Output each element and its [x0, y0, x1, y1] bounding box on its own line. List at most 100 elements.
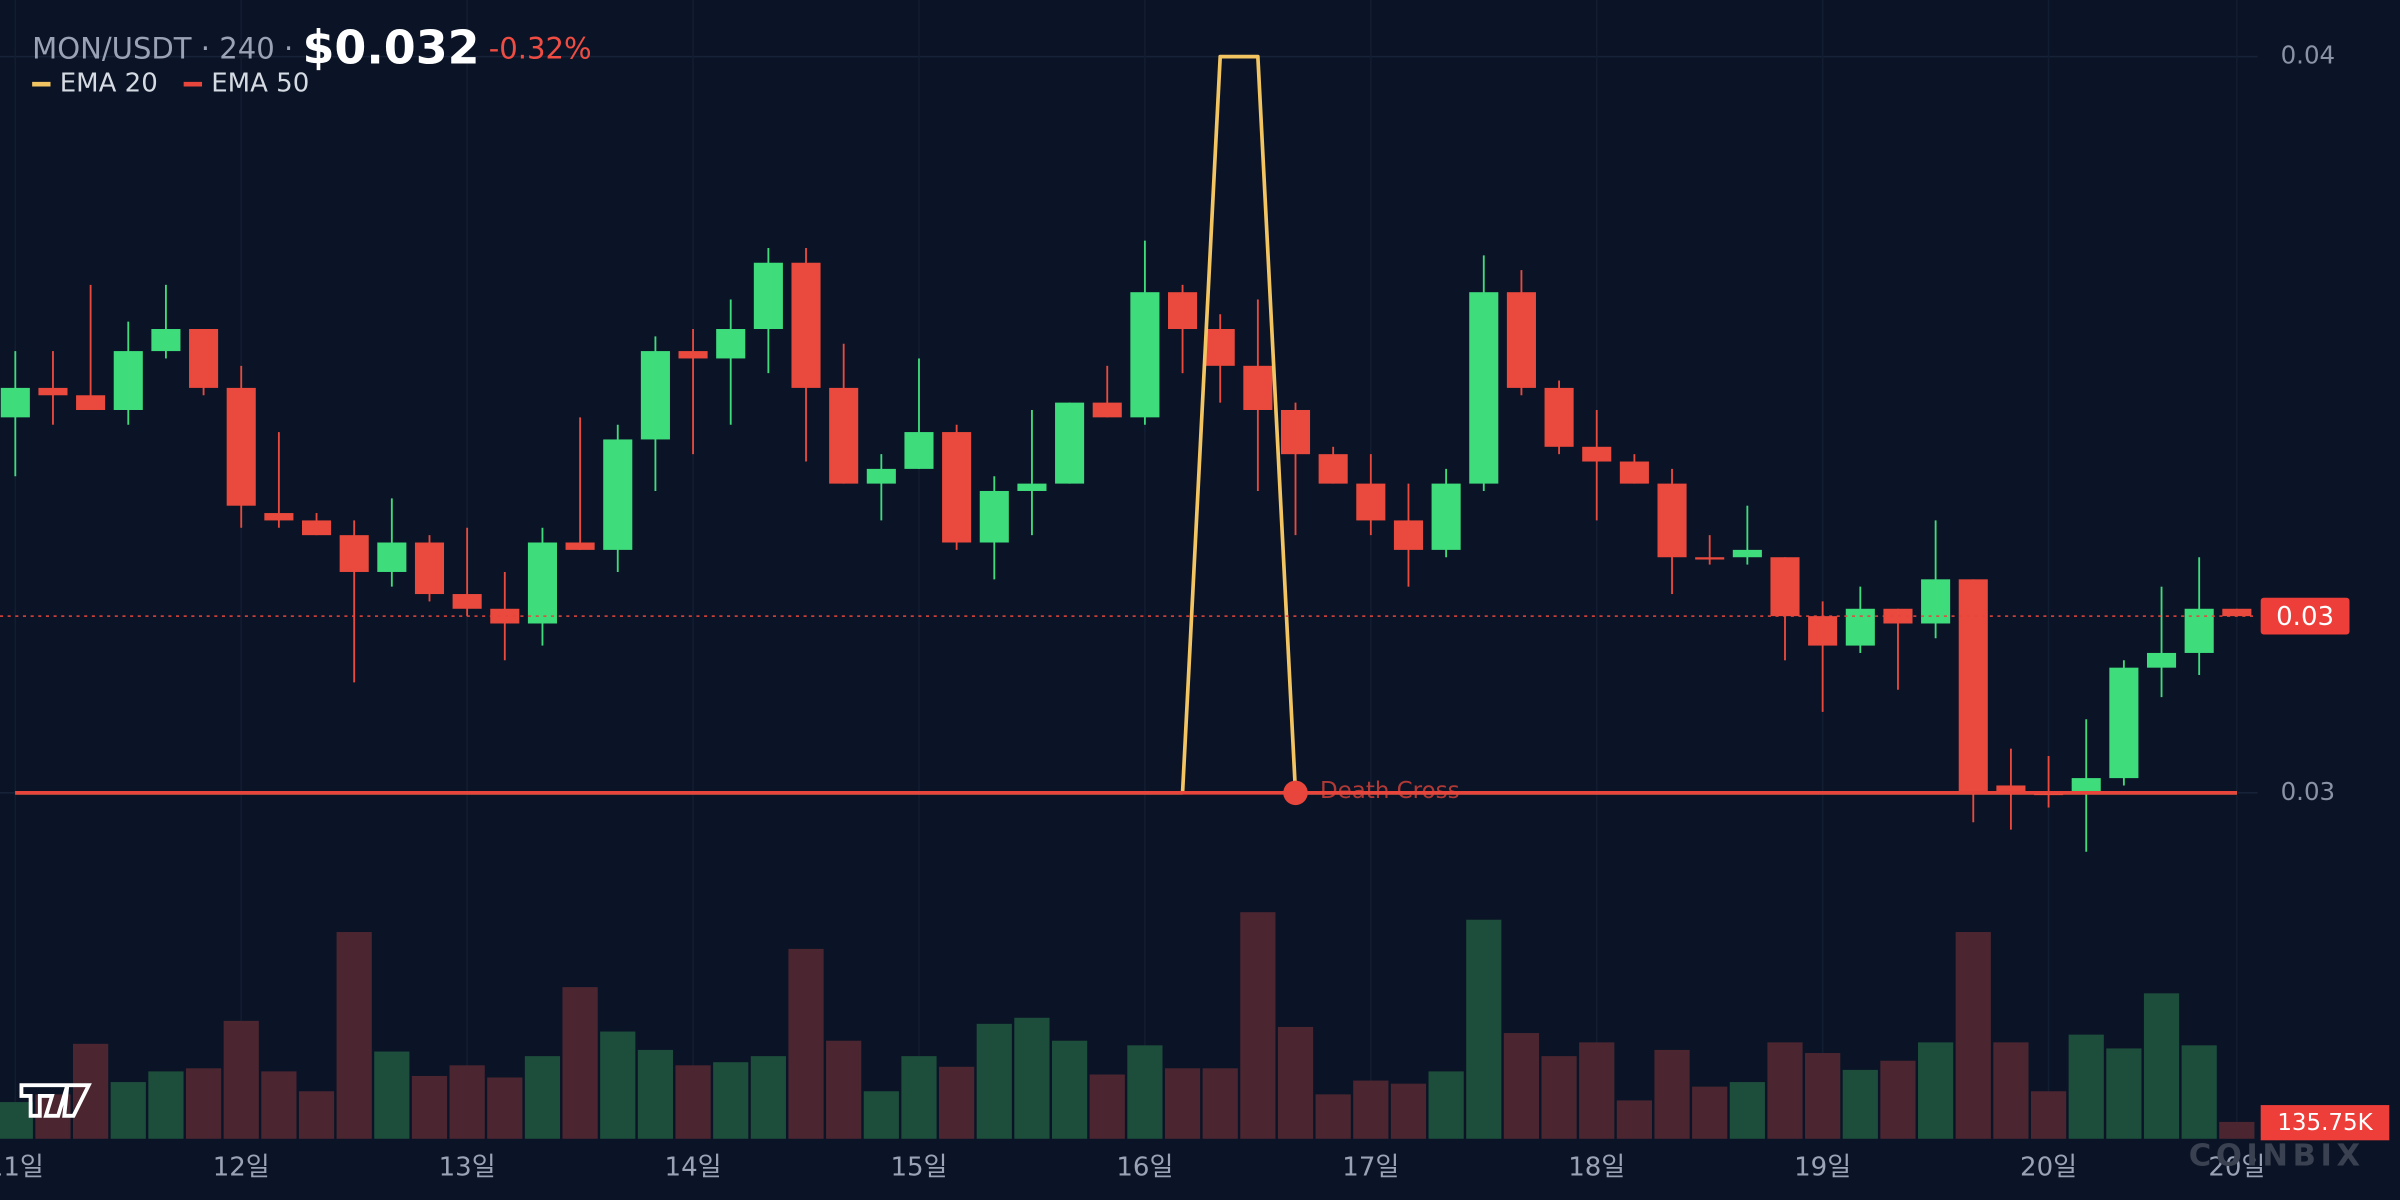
change: -0.32% [489, 32, 592, 66]
x-tick-label: 19일 [1794, 1152, 1851, 1182]
volume-bar [2106, 1048, 2142, 1139]
candle-body [1469, 292, 1499, 484]
volume-bar [1503, 1033, 1540, 1139]
candle-body [1582, 446, 1612, 462]
volume-bar [1051, 1040, 1088, 1139]
candle-body [151, 329, 181, 352]
candle-body [603, 439, 633, 550]
candle-body [1695, 557, 1725, 560]
candle-body [678, 351, 708, 359]
candle-body [716, 329, 746, 359]
candle-body [1092, 402, 1122, 418]
candles [0, 240, 2252, 852]
candle-body [1732, 549, 1762, 558]
volume-bar [637, 1049, 674, 1139]
volume-bar [261, 1071, 297, 1139]
volume-label: 135.75K [2277, 1110, 2373, 1136]
candle-body [1243, 365, 1273, 410]
volume-bar [1805, 1053, 1841, 1139]
candle-body [2109, 667, 2139, 779]
volume-bar [1089, 1074, 1125, 1139]
volume-bar [1692, 1086, 1728, 1139]
volume-bar [0, 1102, 33, 1139]
candle-body [904, 432, 934, 469]
candle-body [113, 351, 143, 410]
candle-body [1808, 616, 1838, 646]
header: MON/USDT · 240 · $0.032 -0.32% [32, 20, 592, 74]
y-tick-label: 0.03 [2281, 777, 2335, 806]
volume-bar [110, 1082, 146, 1139]
candle-body [942, 432, 972, 543]
volume-bar [1315, 1094, 1351, 1139]
volume-bar [1240, 912, 1276, 1139]
volume-bar [336, 932, 372, 1139]
last-price-box [2260, 597, 2350, 635]
volume-bar [1880, 1060, 1916, 1139]
candle-body [640, 351, 670, 440]
candle-body [1431, 483, 1461, 550]
candle-body [1657, 483, 1687, 558]
candle-body [1280, 409, 1311, 455]
volume-label-box [2260, 1105, 2390, 1141]
x-tick-label: 15일 [890, 1152, 947, 1182]
annotation-label: Death Cross [1320, 778, 1460, 804]
candle-body [791, 262, 821, 388]
candle-body [527, 542, 557, 624]
volume-bar [1277, 1026, 1314, 1139]
overlays: 0.03 135.75K Death Cross [0, 597, 2390, 1141]
volume-bar [1767, 1042, 1803, 1139]
volume-bar [750, 1056, 786, 1139]
volume-bar [788, 948, 824, 1139]
candle-body [829, 387, 859, 484]
x-tick-label: 14일 [665, 1152, 722, 1182]
volume-bar [1654, 1049, 1690, 1139]
x-tick-label: 16일 [1116, 1152, 1173, 1182]
watermark: COINBIX [2189, 1139, 2365, 1174]
candle-body [301, 520, 332, 536]
price: $0.032 [302, 20, 479, 74]
volume-bar [2219, 1121, 2255, 1139]
candle-body [866, 468, 896, 484]
volume-bar [901, 1056, 937, 1139]
candle-body [1393, 520, 1424, 550]
candle-body [565, 542, 595, 550]
volume-bar [1616, 1100, 1652, 1139]
x-tick-label: 20일 [2020, 1152, 2077, 1182]
volume-bar [1541, 1056, 1577, 1139]
candle-body [1506, 292, 1536, 388]
candle-body [1205, 329, 1235, 366]
candle-body [1130, 292, 1160, 418]
volume-bar [73, 1043, 109, 1139]
volume-bar [600, 1031, 636, 1139]
volume-bar [1390, 1083, 1427, 1139]
volume-bar [1202, 1068, 1238, 1139]
candle-body [76, 395, 106, 410]
volume-bar [1353, 1080, 1389, 1139]
candle-body [490, 608, 520, 624]
x-tick-label: 13일 [439, 1152, 496, 1182]
volume-bar [1014, 1017, 1050, 1139]
volume-bar [1729, 1082, 1765, 1139]
volume-bar [298, 1091, 335, 1139]
candle-body [0, 387, 30, 418]
x-tick-label: 12일 [213, 1152, 270, 1182]
volume-bar [1428, 1071, 1464, 1139]
candle-body [1958, 579, 1988, 793]
candle-body [189, 329, 219, 388]
grid: 0.04 0.03 11일 12일 13일 14일 15일 16일 17일 18일 19일 20일 20… [0, 0, 2335, 1182]
candle-body [1544, 387, 1574, 447]
candle-body [377, 542, 407, 572]
volume-bar [1993, 1042, 2029, 1139]
candle-body [1845, 608, 1875, 646]
volume-bar [939, 1066, 975, 1139]
volume-bar [524, 1056, 561, 1139]
volume-bar [449, 1065, 485, 1139]
x-tick-label: 18일 [1568, 1152, 1625, 1182]
ema-lines [15, 54, 2237, 795]
candle-body [2222, 608, 2252, 617]
last-price-label: 0.03 [2276, 602, 2334, 632]
candle-body [1356, 483, 1386, 521]
candle-body [979, 490, 1009, 543]
volume-bar [1918, 1042, 1954, 1139]
